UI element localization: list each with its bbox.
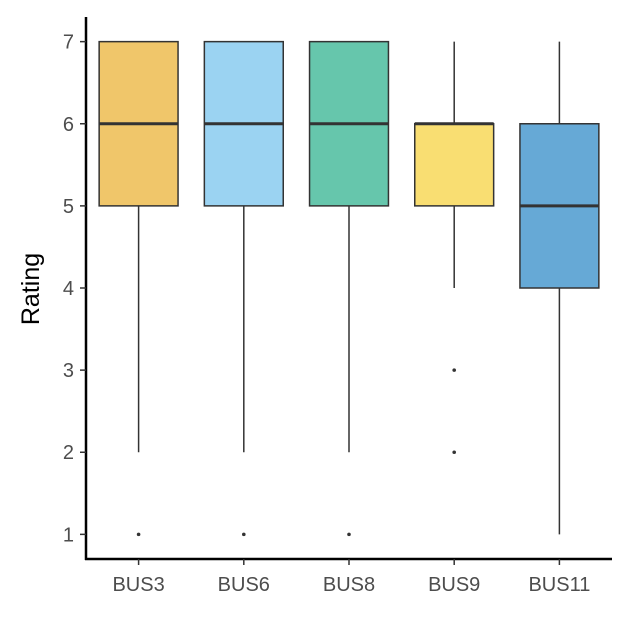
y-tick-label: 2 [63,442,74,464]
x-tick-label: BUS8 [323,574,375,596]
axes-layer: 1 2 3 4 5 6 7 BUS3 BUS6 BUS8 BUS9 BUS11 [63,17,612,596]
outlier-point [452,450,457,455]
box-group-bus8 [308,40,390,537]
boxes-layer [98,40,600,537]
x-tick-label: BUS11 [528,574,590,596]
y-tick-label: 6 [63,114,74,136]
outlier-point [347,532,351,537]
outlier-point [452,368,457,372]
box-group-bus6 [203,40,285,537]
y-tick-label: 4 [63,278,74,300]
box-group-bus3 [98,40,179,537]
x-tick-label: BUS3 [112,574,164,596]
y-tick-label: 3 [63,360,74,382]
y-axis-title: Rating [17,253,45,325]
x-tick-label: BUS9 [428,574,480,596]
outlier-point [136,532,141,537]
outlier-point [242,532,246,537]
x-tick-label: BUS6 [218,574,270,596]
y-tick-label: 1 [63,524,74,546]
box-iqr [414,123,495,207]
box-group-bus11 [519,41,600,535]
y-tick-label: 7 [63,32,74,54]
box-group-bus9 [414,41,495,455]
y-tick-label: 5 [63,196,74,218]
